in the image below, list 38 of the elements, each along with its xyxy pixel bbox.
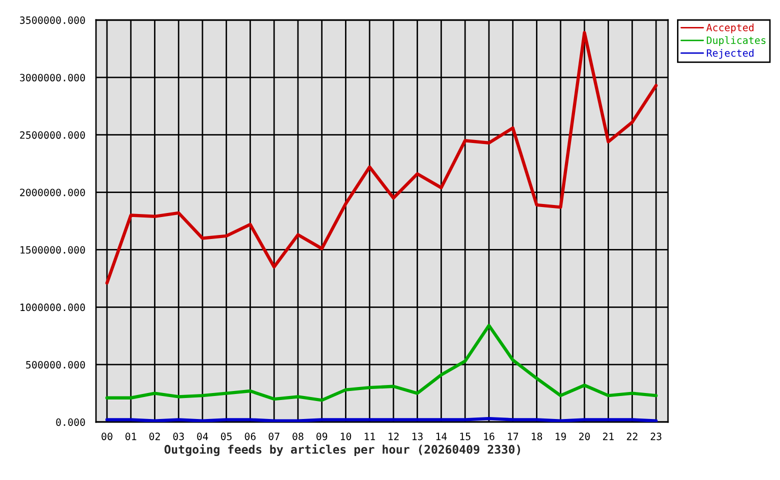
y-tick-label: 3500000.000	[20, 16, 85, 24]
x-tick-label: 11	[364, 432, 375, 440]
x-tick-label: 15	[460, 432, 470, 440]
legend-label: Rejected	[706, 49, 754, 59]
x-axis-title: Outgoing feeds by articles per hour (20260409 2330)	[164, 444, 520, 456]
x-tick-label: 00	[102, 432, 112, 440]
x-tick-label: 09	[316, 432, 328, 440]
y-tick-label: 3000000.000	[20, 74, 85, 82]
x-tick-label: 03	[173, 432, 184, 440]
y-tick-label: 1500000.000	[20, 246, 85, 254]
x-tick-label: 10	[340, 432, 352, 440]
x-tick-label: 16	[484, 432, 494, 440]
x-tick-label: 23	[650, 432, 662, 440]
x-tick-label: 04	[197, 432, 208, 440]
y-tick-label: 500000.000	[26, 360, 85, 369]
x-tick-label: 02	[149, 432, 160, 440]
y-tick-label: 2500000.000	[20, 131, 85, 139]
y-tick-label: 0.000	[56, 418, 85, 426]
x-tick-label: 17	[508, 432, 518, 440]
x-tick-label: 20	[579, 432, 590, 440]
x-tick-label: 19	[556, 432, 566, 440]
x-tick-label: 14	[436, 432, 447, 440]
x-tick-label: 05	[220, 432, 232, 440]
x-tick-label: 06	[244, 432, 256, 440]
x-tick-label: 08	[292, 432, 304, 440]
x-tick-label: 13	[412, 432, 423, 440]
x-tick-label: 01	[125, 432, 136, 440]
line-series	[105, 31, 658, 285]
x-tick-label: 07	[268, 432, 280, 440]
line-series	[105, 324, 658, 402]
legend-label: Accepted	[706, 24, 754, 34]
y-tick-label: 2000000.000	[20, 188, 85, 196]
x-tick-label: 22	[626, 432, 638, 440]
legend-label: Duplicates	[706, 36, 766, 46]
x-tick-label: 21	[603, 432, 614, 440]
x-tick-label: 12	[388, 432, 399, 440]
y-tick-label: 1000000.000	[20, 304, 85, 312]
x-tick-label: 18	[532, 432, 542, 440]
